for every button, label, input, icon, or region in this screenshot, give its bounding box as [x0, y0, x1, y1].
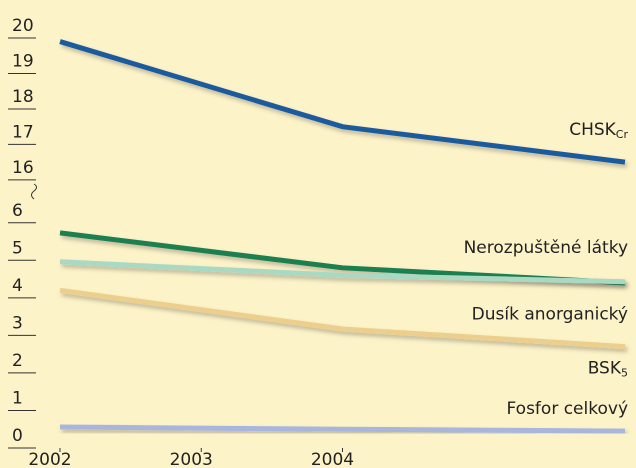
series-label: CHSKCr: [569, 120, 628, 141]
y-tick-label: 1: [12, 388, 23, 408]
y-tick-label: 17: [12, 122, 34, 142]
series-label: Fosfor celkový: [507, 399, 629, 419]
x-tick-label: 2002: [28, 450, 71, 468]
series-subscript: Cr: [616, 128, 629, 141]
series-line: [59, 259, 626, 285]
axis-break: [31, 183, 37, 200]
series-subscript: 5: [621, 367, 628, 380]
y-tick-label: 2: [12, 351, 23, 371]
series-name: CHSK: [569, 120, 616, 140]
series-label: Dusík anorganický: [472, 305, 628, 325]
y-tick-label: 0: [12, 426, 23, 446]
y-tick-label: 6: [12, 201, 23, 221]
y-tick-label: 20: [12, 16, 34, 36]
series-name: Nerozpuštěné látky: [464, 238, 628, 258]
series-name: Dusík anorganický: [472, 305, 628, 325]
series-line: [59, 424, 626, 434]
y-tick-label: 18: [12, 87, 34, 107]
x-tick-label: 2004: [311, 450, 354, 468]
y-tick-label: 16: [12, 158, 34, 178]
series-label: BSK5: [588, 359, 628, 380]
y-tick-label: 19: [12, 51, 34, 71]
series-line: [59, 287, 626, 350]
series-label: Nerozpuštěné látky: [464, 238, 628, 258]
series-name: BSK: [588, 359, 622, 379]
series-line: [59, 39, 626, 165]
y-tick-label: 3: [12, 313, 23, 333]
x-tick-label: 2003: [170, 450, 213, 468]
y-tick-label: 4: [12, 276, 23, 296]
y-tick-label: 5: [12, 238, 23, 258]
series-name: Fosfor celkový: [507, 399, 629, 419]
